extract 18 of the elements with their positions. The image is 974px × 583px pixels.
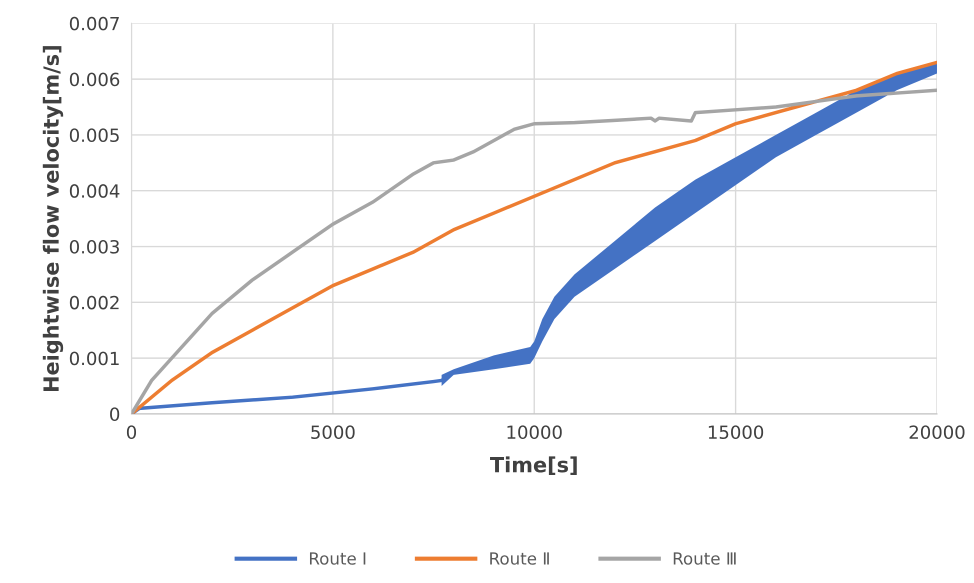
legend-label: Route Ⅱ (490, 552, 549, 565)
legend-label: Route Ⅲ (674, 552, 736, 565)
y-tick-label: 0.004 (70, 184, 120, 198)
x-tick-label: 20000 (910, 425, 965, 440)
y-tick-label: 0.005 (70, 128, 119, 142)
y-tick-label: 0.007 (70, 16, 119, 30)
y-tick-label: 0.006 (70, 72, 120, 86)
x-axis-title: Time[s] (490, 456, 577, 475)
y-tick-label: 0.001 (70, 352, 119, 366)
y-tick-label: 0.003 (70, 240, 119, 254)
y-tick-label: 0 (110, 407, 120, 422)
y-axis-title: Heightwise flow velocity[m/s] (42, 46, 64, 391)
y-tick-label: 0.002 (70, 296, 119, 310)
x-tick-label: 15000 (708, 425, 764, 440)
legend-label: Route Ⅰ (310, 552, 366, 565)
x-tick-label: 5000 (311, 425, 355, 440)
x-tick-label: 0 (126, 425, 136, 440)
x-tick-label: 10000 (508, 425, 562, 440)
